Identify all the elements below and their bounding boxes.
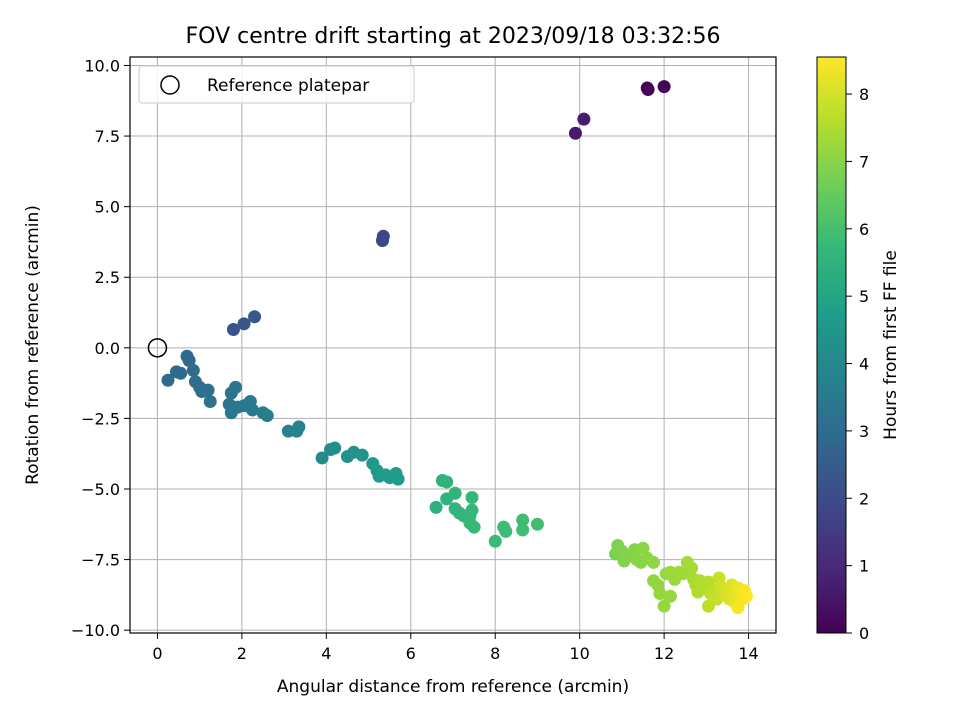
data-point (355, 448, 369, 462)
data-point (161, 373, 175, 387)
data-point (488, 534, 502, 548)
colorbar: 0 1 2 3 4 5 6 7 8 Hours from first FF file (816, 56, 901, 643)
data-point (224, 406, 238, 420)
data-point (201, 383, 215, 397)
data-point (248, 310, 262, 324)
data-point (203, 394, 217, 408)
data-point (260, 409, 274, 423)
data-point (237, 317, 251, 331)
data-point (174, 366, 188, 380)
colorbar-label: Hours from first FF file (881, 250, 901, 440)
y-tick-label: 2.5 (95, 268, 120, 287)
chart-title: FOV centre drift starting at 2023/09/18 … (186, 24, 721, 49)
colorbar-scale (816, 56, 847, 634)
reference-platepar-marker (147, 338, 168, 358)
legend-entry-reference-platepar: Reference platepar (207, 76, 369, 96)
x-tick-label: 12 (654, 644, 674, 663)
data-point (530, 517, 544, 531)
y-tick-label: 0.0 (95, 339, 120, 358)
data-point (465, 490, 479, 504)
colorbar-tick-label: 1 (859, 557, 869, 576)
colorbar-tick-label: 2 (859, 489, 869, 508)
colorbar-tick-label: 6 (859, 220, 869, 239)
x-tick-label: 2 (237, 644, 247, 663)
y-tick-label: −2.5 (81, 409, 120, 428)
y-tick-label: −10.0 (71, 621, 120, 640)
legend-box (138, 65, 415, 104)
colorbar-tick-label: 8 (859, 85, 869, 104)
x-tick-label: 10 (569, 644, 589, 663)
y-tick-label: 7.5 (95, 127, 120, 146)
x-tick-label: 0 (152, 644, 162, 663)
y-axis-ticks: −10.0 −7.5 −5.0 −2.5 0.0 2.5 5.0 7.5 10.0 (71, 56, 130, 640)
y-axis-label: Rotation from reference (arcmin) (23, 205, 43, 485)
data-point (653, 586, 667, 600)
legend-reference-marker (160, 75, 180, 95)
y-tick-label: −5.0 (81, 480, 120, 499)
y-tick-label: 5.0 (95, 198, 120, 217)
data-point (516, 523, 530, 537)
data-point (245, 403, 259, 417)
data-point (315, 451, 329, 465)
data-point (391, 472, 405, 486)
data-point (516, 513, 530, 527)
data-point (636, 541, 650, 555)
data-point (467, 520, 481, 534)
x-tick-label: 8 (490, 644, 500, 663)
colorbar-tick-label: 4 (859, 355, 869, 374)
data-points (161, 80, 753, 615)
colorbar-tick-label: 5 (859, 287, 869, 306)
data-point (739, 589, 753, 603)
x-axis-ticks: 0 2 4 6 8 10 12 14 (152, 633, 759, 663)
x-axis-label: Angular distance from reference (arcmin) (277, 677, 629, 697)
grid (130, 57, 776, 633)
plot-frame (129, 56, 777, 634)
x-tick-label: 4 (321, 644, 331, 663)
colorbar-tick-label: 7 (859, 152, 869, 171)
data-point (328, 441, 342, 455)
data-point (182, 354, 196, 368)
y-tick-label: −7.5 (81, 551, 120, 570)
data-point (465, 503, 479, 517)
data-point (186, 363, 200, 377)
colorbar-tick-label: 3 (859, 422, 869, 441)
data-point (641, 82, 655, 96)
data-point (226, 322, 240, 336)
x-tick-label: 6 (406, 644, 416, 663)
data-point (657, 80, 671, 94)
data-point (731, 601, 745, 615)
data-point (568, 126, 582, 140)
data-point (577, 112, 591, 126)
legend: Reference platepar (138, 65, 415, 104)
x-tick-label: 14 (738, 644, 758, 663)
y-tick-label: 10.0 (84, 56, 120, 75)
data-point (292, 420, 306, 434)
data-point (657, 599, 671, 613)
colorbar-ticks: 0 1 2 3 4 5 6 7 8 (846, 85, 869, 643)
data-point (440, 475, 454, 489)
data-point (685, 561, 699, 575)
data-point (647, 555, 661, 569)
data-point (448, 486, 462, 500)
data-point (429, 500, 443, 514)
data-point (375, 234, 389, 248)
data-point (229, 380, 243, 394)
colorbar-tick-label: 0 (859, 624, 869, 643)
data-point (663, 589, 677, 603)
data-point (499, 524, 513, 538)
